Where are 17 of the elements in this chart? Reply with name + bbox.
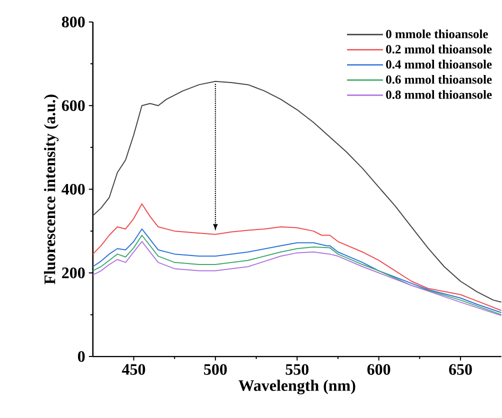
- legend-label: 0.8 mmol thioansole: [386, 90, 492, 99]
- legend-label: 0.4 mmol thioansole: [386, 60, 492, 68]
- x-tick-label: 450: [122, 364, 146, 375]
- legend-label: 0.2 mmol thioansole: [386, 44, 492, 54]
- legend-label: 0 mmole thioansole: [386, 29, 488, 38]
- x-axis-title: Wavelength (nm): [238, 379, 356, 394]
- x-tick-label: 600: [367, 364, 390, 375]
- x-tick-label: 500: [204, 364, 227, 375]
- x-tick-label: 550: [286, 364, 308, 375]
- x-tick-label: 650: [449, 364, 472, 375]
- y-axis-title: Fluorescence intensity (a.u.): [44, 94, 59, 284]
- y-tick-label: 600: [62, 100, 85, 111]
- y-tick-label: 0: [78, 350, 85, 362]
- y-tick-label: 200: [62, 267, 85, 278]
- legend-label: 0.6 mmol thioansole: [386, 74, 492, 84]
- y-tick-label: 400: [62, 184, 85, 194]
- y-tick-label: 800: [62, 16, 85, 28]
